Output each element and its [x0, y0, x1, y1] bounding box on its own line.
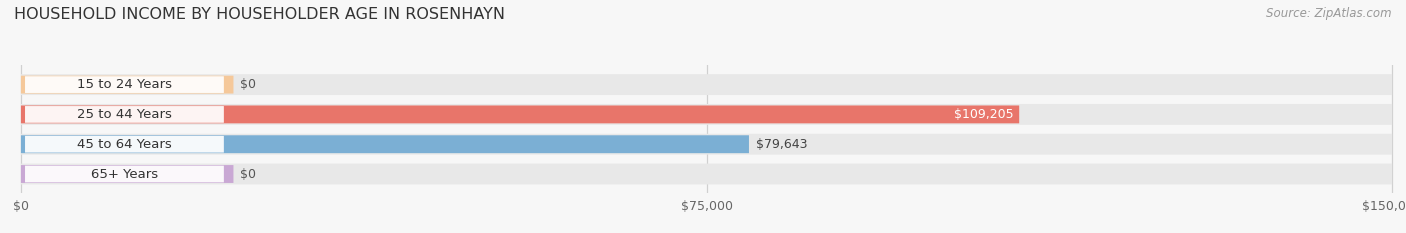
Text: HOUSEHOLD INCOME BY HOUSEHOLDER AGE IN ROSENHAYN: HOUSEHOLD INCOME BY HOUSEHOLDER AGE IN R…	[14, 7, 505, 22]
Text: Source: ZipAtlas.com: Source: ZipAtlas.com	[1267, 7, 1392, 20]
Text: 45 to 64 Years: 45 to 64 Years	[77, 138, 172, 151]
Text: $0: $0	[240, 168, 256, 181]
FancyBboxPatch shape	[21, 76, 233, 94]
FancyBboxPatch shape	[25, 136, 224, 153]
FancyBboxPatch shape	[21, 134, 1392, 155]
Text: 65+ Years: 65+ Years	[91, 168, 157, 181]
Text: $109,205: $109,205	[955, 108, 1014, 121]
Text: 25 to 44 Years: 25 to 44 Years	[77, 108, 172, 121]
Text: $79,643: $79,643	[756, 138, 807, 151]
FancyBboxPatch shape	[25, 106, 224, 123]
FancyBboxPatch shape	[21, 106, 1019, 123]
FancyBboxPatch shape	[21, 165, 233, 183]
FancyBboxPatch shape	[21, 164, 1392, 185]
FancyBboxPatch shape	[25, 76, 224, 93]
FancyBboxPatch shape	[21, 74, 1392, 95]
FancyBboxPatch shape	[21, 104, 1392, 125]
Text: $0: $0	[240, 78, 256, 91]
FancyBboxPatch shape	[21, 135, 749, 153]
Text: 15 to 24 Years: 15 to 24 Years	[77, 78, 172, 91]
FancyBboxPatch shape	[25, 166, 224, 182]
